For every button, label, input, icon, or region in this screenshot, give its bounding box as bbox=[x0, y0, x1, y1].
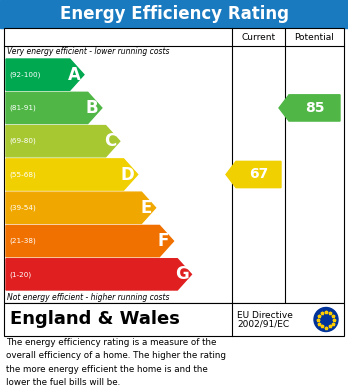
Bar bbox=[4, 303, 344, 336]
Text: Very energy efficient - lower running costs: Very energy efficient - lower running co… bbox=[7, 47, 169, 57]
Polygon shape bbox=[6, 159, 138, 190]
Text: The energy efficiency rating is a measure of the
overall efficiency of a home. T: The energy efficiency rating is a measur… bbox=[6, 338, 226, 387]
Text: (92-100): (92-100) bbox=[9, 72, 40, 78]
Polygon shape bbox=[6, 259, 191, 290]
Polygon shape bbox=[6, 226, 174, 257]
Polygon shape bbox=[6, 126, 120, 157]
Polygon shape bbox=[226, 161, 281, 188]
Text: (39-54): (39-54) bbox=[9, 204, 36, 211]
Bar bbox=[0, 0, 348, 28]
Text: E: E bbox=[140, 199, 151, 217]
Text: (55-68): (55-68) bbox=[9, 171, 36, 178]
Text: (1-20): (1-20) bbox=[9, 271, 31, 278]
Text: Energy Efficiency Rating: Energy Efficiency Rating bbox=[60, 5, 288, 23]
Text: (69-80): (69-80) bbox=[9, 138, 36, 144]
Text: 67: 67 bbox=[249, 167, 268, 181]
Bar bbox=[4, 28, 344, 303]
Text: EU Directive: EU Directive bbox=[237, 311, 293, 320]
Polygon shape bbox=[6, 92, 102, 124]
Polygon shape bbox=[279, 95, 340, 121]
Text: B: B bbox=[86, 99, 98, 117]
Text: 85: 85 bbox=[305, 101, 324, 115]
Text: D: D bbox=[121, 165, 135, 183]
Text: Current: Current bbox=[242, 32, 276, 41]
Text: F: F bbox=[158, 232, 169, 250]
Text: A: A bbox=[68, 66, 80, 84]
Text: (21-38): (21-38) bbox=[9, 238, 36, 244]
Polygon shape bbox=[6, 192, 156, 223]
Circle shape bbox=[314, 307, 338, 332]
Text: C: C bbox=[104, 132, 116, 150]
Text: Potential: Potential bbox=[294, 32, 334, 41]
Text: (81-91): (81-91) bbox=[9, 105, 36, 111]
Text: G: G bbox=[175, 265, 189, 283]
Text: Not energy efficient - higher running costs: Not energy efficient - higher running co… bbox=[7, 292, 169, 301]
Polygon shape bbox=[6, 59, 84, 90]
Text: 2002/91/EC: 2002/91/EC bbox=[237, 320, 289, 329]
Text: England & Wales: England & Wales bbox=[10, 310, 180, 328]
